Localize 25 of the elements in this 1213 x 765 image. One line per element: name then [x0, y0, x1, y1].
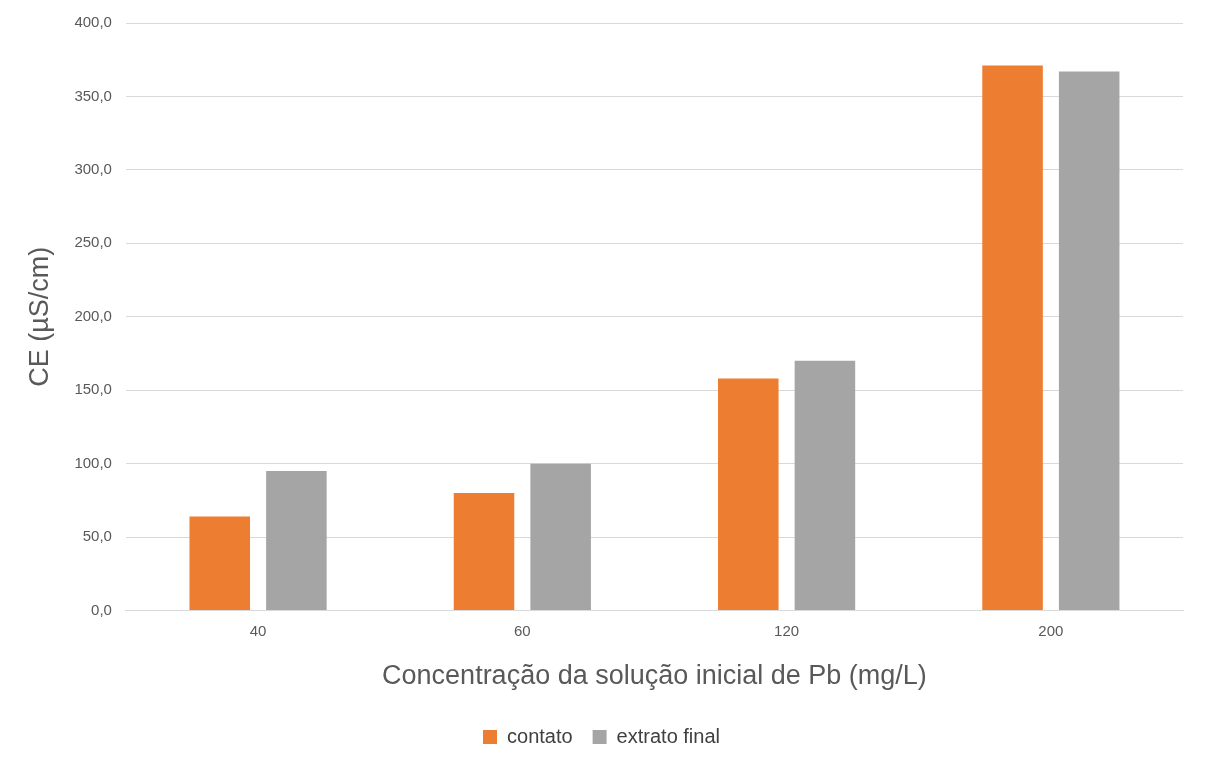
legend-label: contato [507, 724, 573, 747]
bar [266, 471, 327, 611]
y-tick-label: 50,0 [82, 527, 112, 545]
bar [1058, 71, 1120, 611]
bar [189, 516, 251, 611]
y-tick-label: 100,0 [74, 453, 112, 471]
bar [794, 360, 856, 611]
y-axis-title: CE (µS/cm) [23, 246, 54, 387]
y-tick-label: 200,0 [74, 306, 112, 324]
x-tick-label: 40 [249, 621, 267, 639]
y-tick-label: 0,0 [91, 600, 112, 618]
x-tick-label: 60 [513, 621, 531, 639]
y-tick-label: 250,0 [74, 233, 112, 251]
bar [530, 463, 591, 611]
bar [982, 65, 1043, 611]
y-tick-label: 400,0 [74, 13, 112, 31]
bar [453, 493, 515, 611]
y-tick-label: 150,0 [74, 380, 112, 398]
bar [718, 378, 779, 611]
x-tick-label: 200 [1038, 621, 1064, 639]
x-axis-title: Concentração da solução inicial de Pb (mg/L) [382, 660, 927, 691]
y-tick-label: 300,0 [74, 160, 112, 178]
legend-label: extrato final [616, 724, 720, 747]
y-tick-label: 350,0 [74, 86, 112, 104]
x-tick-label: 120 [774, 621, 800, 639]
